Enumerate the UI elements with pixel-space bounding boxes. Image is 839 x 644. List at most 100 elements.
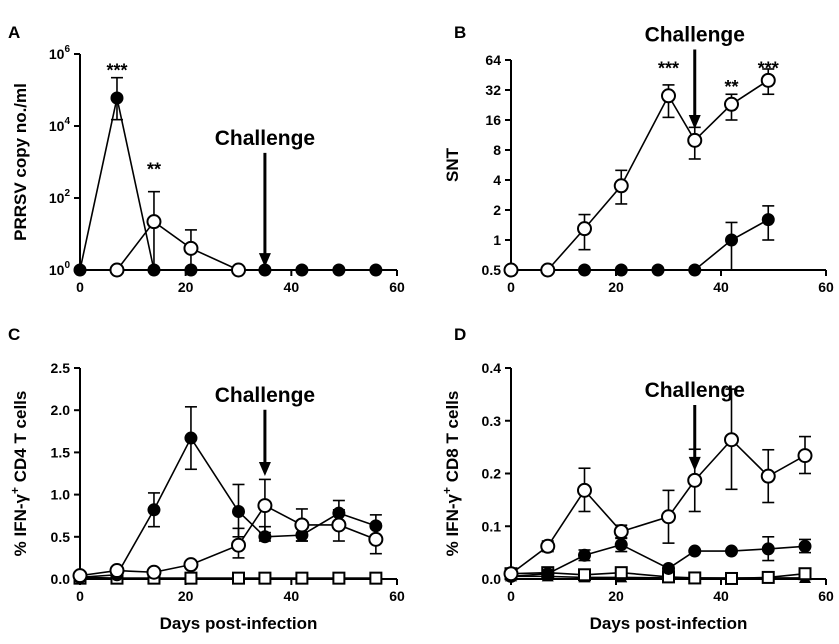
x-tick-label: 60 — [818, 279, 834, 295]
challenge-annotation: Challenge — [215, 127, 315, 150]
y-tick-label: 32 — [485, 82, 501, 98]
panel-c: C 0 20 40 60 0.0 0.5 1.0 1.5 2.0 2.5 % IFN-γ+ CD4 T… — [8, 325, 405, 633]
y-axis-label-part: % IFN-γ — [443, 493, 462, 556]
panel-b: B0 20 40 600.51248163264SNT********Challeng… — [443, 23, 834, 295]
data-point — [614, 566, 628, 580]
data-point — [72, 568, 88, 584]
data-point — [183, 240, 199, 256]
y-tick-label: 4 — [493, 172, 501, 188]
y-tick-label: 100 — [49, 260, 71, 278]
y-tick-label: 0.0 — [51, 571, 71, 587]
data-point — [688, 544, 702, 558]
data-point — [577, 221, 592, 237]
challenge-arrow-head — [258, 462, 271, 477]
panel-label: C — [8, 325, 20, 344]
panel-d: D 0 20 40 60 0.0 0.1 0.2 0.3 0.4 % IFN-γ+ CD8 T ce… — [440, 325, 834, 633]
series-line — [116, 220, 239, 271]
data-point — [183, 557, 199, 573]
data-point — [231, 537, 246, 553]
data-point — [724, 432, 739, 448]
data-point — [577, 482, 592, 498]
series-filled-circle — [73, 406, 383, 584]
series-line — [79, 97, 376, 271]
series-open-circle — [72, 478, 384, 584]
data-point — [257, 498, 273, 514]
y-tick-exponent: 0 — [64, 260, 70, 271]
data-point — [332, 571, 346, 585]
y-tick-label: 104 — [49, 116, 71, 134]
data-point — [369, 571, 383, 585]
y-axis-label-part: + — [440, 487, 454, 494]
x-tick-label: 40 — [713, 279, 729, 295]
data-point — [725, 571, 738, 585]
y-axis-label-part: % IFN-γ — [11, 493, 30, 556]
x-tick-label: 0 — [507, 279, 515, 295]
y-tick-label: 0.1 — [482, 518, 502, 534]
panel-label: A — [8, 23, 20, 42]
data-point — [687, 472, 703, 488]
data-point — [661, 88, 676, 104]
data-point — [662, 561, 675, 575]
data-point — [613, 178, 629, 194]
y-axis-label-part: CD4 T cells — [11, 391, 30, 487]
data-point — [761, 213, 775, 227]
data-point — [503, 262, 519, 278]
data-point — [688, 263, 702, 277]
data-point — [578, 263, 591, 277]
data-point — [369, 263, 383, 277]
y-tick-label: 64 — [485, 52, 501, 68]
x-tick-label: 20 — [608, 588, 624, 604]
y-tick-label: 2 — [493, 202, 501, 218]
data-point — [332, 263, 346, 277]
data-point — [614, 538, 628, 552]
y-axis-label: PRRSV copy no./ml — [11, 83, 30, 241]
y-axis-label: % IFN-γ+ CD4 T cells — [8, 391, 30, 557]
y-tick-label: 8 — [493, 142, 501, 158]
y-tick-base: 10 — [49, 190, 65, 206]
data-point — [146, 214, 162, 230]
data-point — [73, 263, 87, 277]
challenge-arrow-head — [688, 456, 701, 471]
data-point — [541, 567, 555, 581]
y-axis-label: % IFN-γ+ CD8 T cells — [440, 391, 462, 557]
data-point — [651, 263, 665, 277]
data-point — [295, 263, 309, 277]
x-tick-label: 20 — [178, 279, 194, 295]
x-tick-label: 0 — [76, 588, 84, 604]
y-tick-label: 106 — [49, 44, 71, 62]
x-tick-label: 40 — [284, 588, 300, 604]
series-open-circle — [503, 68, 776, 278]
series-line — [511, 79, 769, 271]
data-point — [797, 448, 813, 464]
data-point — [661, 509, 676, 525]
significance-marker: *** — [658, 59, 679, 79]
challenge-arrow-head — [688, 114, 701, 129]
panel-label: B — [454, 23, 466, 42]
series-line — [510, 438, 806, 575]
x-tick-label: 0 — [76, 279, 84, 295]
data-point — [578, 548, 591, 562]
y-tick-label: 0.0 — [482, 571, 502, 587]
x-tick-label: 20 — [608, 279, 624, 295]
y-tick-label: 2.5 — [51, 360, 71, 376]
data-point — [294, 517, 310, 533]
data-point — [110, 91, 124, 105]
significance-marker: ** — [724, 77, 738, 97]
data-point — [578, 568, 591, 582]
data-point — [725, 544, 738, 558]
data-point — [232, 571, 245, 585]
series-open-circle — [109, 190, 246, 278]
y-tick-label: 0.5 — [482, 262, 502, 278]
data-point — [184, 571, 198, 585]
data-point — [761, 570, 775, 584]
series-filled-circle — [504, 205, 775, 277]
y-tick-label: 102 — [49, 188, 71, 206]
challenge-annotation: Challenge — [215, 384, 315, 407]
data-point — [109, 262, 125, 278]
significance-marker: *** — [758, 59, 779, 79]
y-tick-label: 0.2 — [482, 466, 502, 482]
data-point — [295, 571, 309, 585]
panel-label: D — [454, 325, 466, 344]
